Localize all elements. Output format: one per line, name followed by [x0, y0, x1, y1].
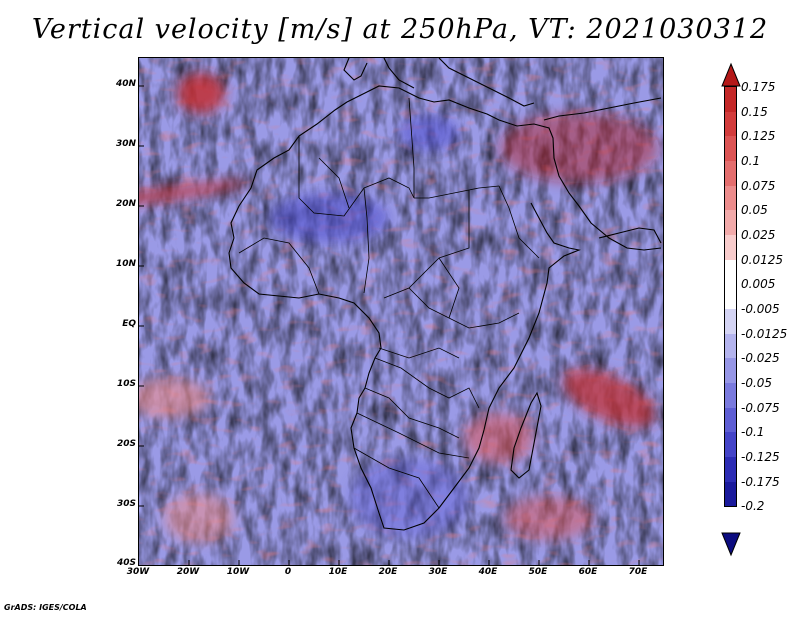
lon-label-10w: 10W	[226, 567, 250, 577]
colorbar-segment	[724, 382, 737, 408]
lat-label-30s: 30S	[116, 499, 136, 509]
colorbar-label: 0.005	[741, 277, 776, 292]
lat-label-30n: 30N	[115, 139, 136, 149]
map-panel	[138, 57, 664, 566]
colorbar-label: -0.125	[741, 450, 780, 464]
colorbar-segment	[724, 481, 737, 507]
map-title: Vertical velocity [m/s] at 250hPa, VT: 2…	[31, 14, 769, 45]
lon-label-70e: 70E	[628, 567, 648, 577]
lat-label-20n: 20N	[115, 199, 136, 209]
colorbar-segment	[724, 284, 737, 309]
colorbar-segment	[724, 308, 737, 334]
country-borders	[238, 97, 540, 509]
lat-label-10n: 10N	[115, 259, 136, 269]
lon-label-10e: 10E	[328, 567, 348, 577]
colorbar-segment	[724, 407, 737, 433]
lon-label-20w: 20W	[176, 567, 200, 577]
lat-label-40n: 40N	[115, 79, 136, 89]
lon-label-30w: 30W	[126, 567, 150, 577]
colorbar-label: -0.005	[741, 302, 780, 316]
colorbar-label: 0.15	[741, 104, 768, 119]
colorbar-label: -0.2	[741, 499, 765, 514]
coastlines	[228, 58, 662, 531]
colorbar-segment	[724, 358, 737, 383]
colorbar-bottom-arrow	[721, 532, 741, 557]
colorbar-segment	[724, 456, 737, 482]
colorbar-label: -0.05	[741, 376, 773, 390]
lat-label-eq: EQ	[122, 319, 136, 329]
lat-label-20s: 20S	[116, 439, 136, 449]
colorbar-segment	[724, 160, 737, 186]
vertical-velocity-field	[139, 58, 663, 565]
field-features	[139, 73, 659, 543]
colorbar-label: 0.025	[741, 228, 776, 242]
colorbar-segment	[724, 234, 737, 260]
colorbar-label: -0.025	[741, 351, 780, 366]
colorbar-segment	[724, 432, 737, 457]
lat-label-10s: 10S	[116, 379, 136, 389]
colorbar-label: -0.1	[741, 425, 765, 440]
colorbar-segment	[724, 87, 737, 112]
colorbar-segment	[724, 185, 737, 211]
credit-text: GrADS: IGES/COLA	[4, 603, 87, 612]
colorbar-label: 0.175	[741, 80, 776, 94]
colorbar-label: 0.075	[741, 178, 776, 193]
lon-label-0: 0	[284, 567, 292, 577]
colorbar-segment	[724, 333, 737, 359]
lon-label-40e: 40E	[478, 567, 498, 577]
colorbar-segment	[724, 136, 737, 161]
colorbar-label: -0.175	[741, 474, 780, 489]
lon-label-30e: 30E	[428, 567, 448, 577]
colorbar-label: 0.05	[741, 203, 768, 218]
colorbar-label: -0.0125	[741, 326, 788, 341]
colorbar-label: 0.1	[741, 154, 761, 168]
colorbar-segment	[724, 111, 737, 137]
lon-label-20e: 20E	[378, 567, 398, 577]
colorbar-segment	[724, 259, 737, 285]
colorbar-label: -0.075	[741, 400, 780, 415]
axis-ticks	[139, 85, 640, 565]
lat-label-40s: 40S	[116, 558, 136, 568]
colorbar-label: 0.0125	[741, 252, 783, 267]
colorbar	[724, 86, 737, 508]
colorbar-segment	[724, 210, 737, 235]
colorbar-label: 0.125	[741, 129, 776, 144]
lon-label-60e: 60E	[578, 567, 598, 577]
lon-label-50e: 50E	[528, 567, 548, 577]
